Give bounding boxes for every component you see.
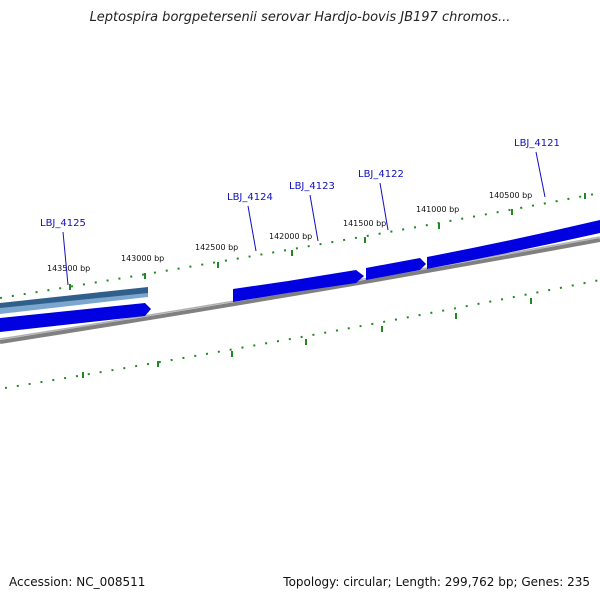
position-label: 142000 bp [269, 232, 312, 241]
position-label: 140500 bp [489, 191, 532, 200]
gene-label[interactable]: LBJ_4123 [289, 181, 335, 192]
inner-tick-track [4, 279, 600, 389]
gene-label[interactable]: LBJ_4122 [358, 169, 404, 180]
gene-lbj-4122[interactable] [366, 258, 426, 280]
leader-lbj-4122 [379, 182, 389, 231]
leader-lbj-4125 [62, 231, 69, 286]
outer-major-ticks [69, 193, 586, 290]
position-label: 141000 bp [416, 205, 459, 214]
gene-forward-left[interactable] [0, 303, 151, 332]
position-label: 143000 bp [121, 254, 164, 263]
topology-summary: Topology: circular; Length: 299,762 bp; … [283, 575, 590, 589]
backbone-outer [0, 238, 600, 344]
position-label: 143500 bp [47, 264, 90, 273]
gene-label[interactable]: LBJ_4124 [227, 192, 273, 203]
gene-label[interactable]: LBJ_4121 [514, 138, 560, 149]
gene-lbj-4123[interactable] [288, 270, 364, 293]
gene-lbj-4124[interactable] [233, 281, 288, 302]
leader-lbj-4121 [535, 151, 546, 198]
gene-leaders [62, 151, 546, 286]
gene-lbj-4121[interactable] [427, 220, 600, 269]
position-label: 142500 bp [195, 243, 238, 252]
position-label: 141500 bp [343, 219, 386, 228]
leader-lbj-4124 [247, 205, 257, 252]
leader-lbj-4123 [309, 194, 319, 242]
map-title: Leptospira borgpetersenii serovar Hardjo… [89, 10, 511, 25]
gene-lbj-4125-highlight [0, 293, 148, 314]
gene-label[interactable]: LBJ_4125 [40, 218, 86, 229]
outer-tick-track [0, 192, 600, 299]
inner-major-ticks [82, 298, 532, 378]
accession-text: Accession: NC_008511 [9, 575, 146, 589]
